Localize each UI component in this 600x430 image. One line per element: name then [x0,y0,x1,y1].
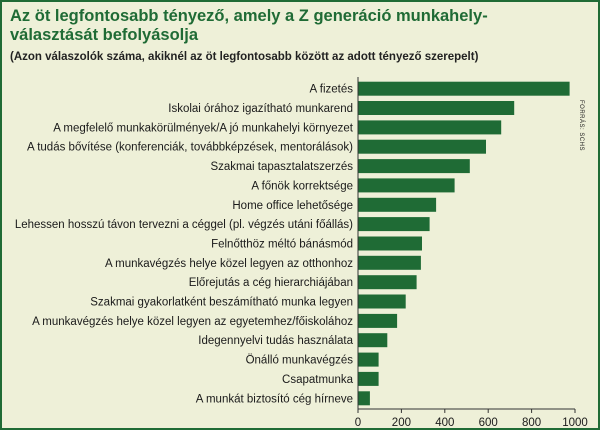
x-tick-label-5: 1000 [562,417,588,429]
x-tick-label-0: 0 [355,417,361,429]
bar-1 [358,101,515,115]
category-label-0: A fizetés [310,84,354,96]
bar-5 [358,178,455,193]
category-label-16: A munkát biztosító cég hírneve [196,393,353,405]
chart-title: Az öt legfontosabb tényező, amely a Z ge… [10,7,570,45]
bar-3 [358,139,486,154]
bar-4 [358,159,470,174]
x-tick-label-3: 600 [479,417,498,429]
bar-10 [358,275,417,290]
category-label-2: A megfelelő munkakörülmények/A jó munkah… [53,122,354,134]
bar-7 [358,217,430,232]
x-tick-label-4: 800 [522,417,541,429]
category-label-14: Önálló munkavégzés [246,355,354,367]
bar-12 [358,313,398,328]
chart-title-line-1: Az öt legfontosabb tényező, amely a Z ge… [10,7,488,25]
category-label-7: Lehessen hosszú távon tervezni a céggel … [15,219,353,231]
bar-0 [358,81,570,96]
category-label-3: A tudás bővítése (konferenciák, továbbké… [27,142,353,154]
category-label-5: A főnök korrektsége [251,180,353,192]
bar-13 [358,333,388,348]
x-tick-label-1: 200 [392,417,411,429]
bar-9 [358,255,421,270]
bar-14 [358,352,379,367]
bar-6 [358,197,437,212]
x-tick-label-2: 400 [435,417,454,429]
chart-subtitle: (Azon válaszolók száma, akiknél az öt le… [10,51,479,63]
bar-15 [358,371,379,386]
category-label-11: Szakmai gyakorlatként beszámítható munka… [90,297,353,309]
category-label-15: Csapatmunka [282,374,354,386]
bar-8 [358,236,422,251]
category-label-12: A munkavégzés helye közel legyen az egye… [32,316,353,328]
bar-16 [358,391,370,406]
chart-title-line-2: választását befolyásolja [10,26,199,44]
category-label-8: Felnőtthöz méltó bánásmód [211,239,353,251]
category-label-4: Szakmai tapasztalatszerzés [210,161,353,173]
bar-11 [358,294,406,309]
category-label-6: Home office lehetősége [232,200,353,212]
category-label-9: A munkavégzés helye közel legyen az otth… [105,258,353,270]
category-label-13: Idegennyelvi tudás használata [198,335,353,347]
category-label-1: Iskolai órához igazítható munkarend [168,103,353,115]
bar-2 [358,120,502,135]
category-label-10: Előrejutás a cég hierarchiájában [189,277,353,289]
